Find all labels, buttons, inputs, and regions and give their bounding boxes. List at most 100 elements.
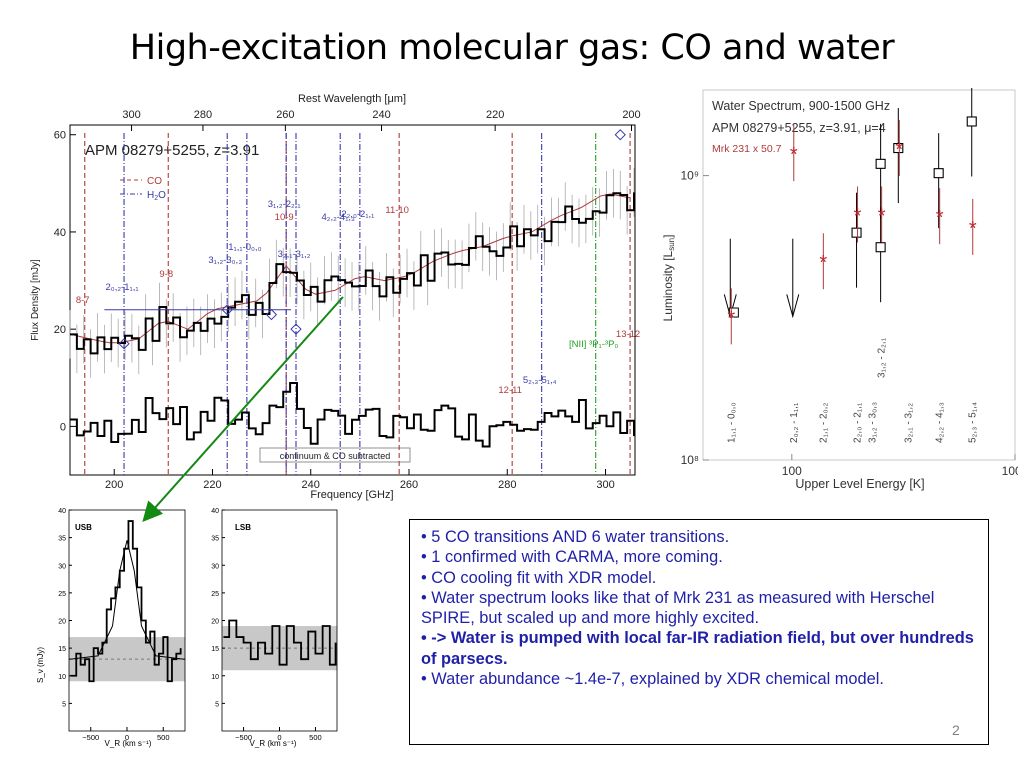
top-tick-label: 280 (194, 109, 212, 121)
x-tick-label: 0 (277, 733, 281, 742)
x-tick-label: −500 (82, 733, 99, 742)
y-tick-label: 35 (58, 536, 66, 543)
line-marker-label: 3₁,₂-2₂,₁ (268, 199, 301, 210)
usb-plot: −500 0 500 5 10 15 20 25 30 35 40 (58, 508, 186, 742)
x-tick-label: 260 (400, 479, 418, 491)
water-y-axis-label: Luminosity [Lsun] (661, 235, 676, 322)
top-tick-label: 200 (622, 109, 640, 121)
top-tick-label: 300 (122, 109, 140, 121)
y-tick-label: 10 (58, 674, 66, 681)
panel-frame (68, 509, 186, 732)
upper-limit-arrowhead (786, 294, 800, 319)
top-axis-label: Rest Wavelength [μm] (298, 93, 406, 105)
top-tick-label: 260 (276, 109, 294, 121)
line-marker-label: 3₂,₁-3₁,₂ (278, 249, 311, 260)
line-marker-label: 13-12 (616, 329, 640, 340)
water-transition-label: 2₀,₂ - 1₁,₁ (789, 402, 800, 443)
y-tick-label: 35 (211, 536, 219, 543)
bullet-6: • Water abundance ~1.4e-7, explained by … (421, 670, 884, 689)
velocity-spectrum-line (223, 619, 337, 666)
x-tick-label: 300 (596, 479, 614, 491)
x-axis-label: Frequency [GHz] (310, 489, 393, 501)
y-tick-label: 30 (211, 563, 219, 570)
y-tick-label: 15 (211, 646, 219, 653)
water-spectrum-chart: Water Spectrum, 900-1500 GHz APM 08279+5… (660, 81, 1024, 495)
y-tick-label: 25 (58, 591, 66, 598)
y-tick-label: 10 (211, 674, 219, 681)
line-marker-label: 9-8 (159, 269, 173, 280)
water-transition-label: 4₂,₂ - 4₁,₃ (935, 402, 946, 443)
lsb-svg: LSB V_R (km s⁻¹) −500 0 500 5 10 15 20 25 30 35 40 (211, 508, 338, 748)
bullet-2: • 1 confirmed with CARMA, more coming. (421, 548, 723, 567)
lsb-plot: −500 0 500 5 10 15 20 25 30 35 40 (211, 508, 338, 742)
apm-point (933, 168, 944, 179)
x-tick-label: 0 (125, 733, 129, 742)
summary-bullets: • 5 CO transitions AND 6 water transitio… (409, 519, 989, 745)
top-tick-label: 240 (372, 109, 390, 121)
usb-x-axis-label: V_R (km s⁻¹) (105, 739, 152, 748)
y-tick-label: 15 (58, 646, 66, 653)
top-tick-label: 220 (486, 109, 504, 121)
lsb-velocity-chart: LSB V_R (km s⁻¹) −500 0 500 5 10 15 20 25 30 35 40 (195, 505, 342, 752)
water-y-tick-label: 10⁹ (681, 169, 700, 183)
slide-title: High-excitation molecular gas: CO and wa… (129, 28, 895, 68)
water-subtitle: APM 08279+5255, z=3.91, μ=4 (712, 121, 886, 135)
mrk231-point: * (969, 218, 977, 240)
line-marker-label: 2₂,₀-2₁,₁ (341, 209, 374, 220)
carma-diamond (614, 129, 626, 141)
bullet-4: • Water spectrum looks like that of Mrk … (421, 588, 935, 628)
page-number: 2 (952, 722, 960, 738)
line-marker-label: 12-11 (498, 385, 522, 396)
velocity-spectrum-line (70, 520, 182, 683)
y-tick-label: 40 (211, 508, 219, 515)
apm-point (875, 242, 886, 253)
water-transition-label: 5₂,₃ - 5₁,₄ (968, 402, 979, 443)
usb-y-axis-label: S_ν (mJy) (36, 647, 45, 683)
water-x-tick-label: 100 (782, 464, 802, 478)
plot-frame (69, 124, 636, 476)
line-marker-label: [NII] ³P₁-³P₀ (569, 339, 618, 350)
y-tick-label: 60 (54, 130, 66, 142)
x-tick-label: 220 (203, 479, 221, 491)
bullet-3: • CO cooling fit with XDR model. (421, 568, 657, 587)
x-tick-label: 500 (309, 733, 322, 742)
water-x-tick-label: 1000 (1002, 464, 1018, 478)
mrk231-label: Mrk 231 x 50.7 (712, 143, 782, 155)
bullet-1: • 5 CO transitions AND 6 water transitio… (421, 528, 730, 546)
x-tick-label: 500 (157, 733, 170, 742)
line-marker-label: 4₂,₂-4₁,₃ (321, 212, 355, 223)
water-plot-frame (702, 89, 1016, 461)
y-tick-label: 25 (211, 591, 219, 598)
line-marker-label: 11-10 (385, 205, 409, 216)
legend-h2o-label: H2O (147, 190, 166, 202)
lsb-x-axis-label: V_R (km s⁻¹) (250, 739, 297, 748)
co-water-spectrum-chart: APM 08279+5255, z=3.91 Rest Wavelength [… (30, 90, 645, 505)
residual-line (70, 381, 636, 448)
water-transition-label: 2₂,₀ - 2₁,₁ (853, 402, 864, 443)
panel-frame (221, 509, 338, 732)
mrk231-point: * (878, 205, 886, 227)
legend-co-label: CO (147, 176, 162, 187)
line-marker-label: 2₀,₂-1₁,₁ (106, 282, 139, 293)
co-water-spectrum-svg: APM 08279+5255, z=3.91 Rest Wavelength [… (30, 93, 641, 501)
x-tick-label: −500 (235, 733, 252, 742)
water-spectrum-svg: Water Spectrum, 900-1500 GHz APM 08279+5… (661, 81, 1024, 491)
mrk231-point: * (727, 307, 735, 329)
line-marker-label: 10-9 (275, 212, 294, 223)
y-tick-label: 0 (60, 421, 66, 433)
apm-point (893, 142, 904, 154)
apm-point (875, 158, 886, 169)
line-marker-label: 8-7 (76, 295, 90, 306)
y-tick-label: 20 (58, 619, 66, 626)
usb-svg: USB V_R (km s⁻¹) S_ν (mJy) −500 0 500 5 10 15… (36, 508, 186, 748)
gaussian-fit-line (69, 540, 185, 660)
water-transition-label: 3₂,₁ - 3₁,₂ (903, 403, 914, 443)
water-x-axis-label: Upper Level Energy [K] (795, 477, 924, 491)
x-tick-label: 280 (498, 479, 516, 491)
bullet-5: • -> Water is pumped with local far-IR r… (421, 629, 974, 668)
water-transition-label: 3₁,₂ - 2₂,₁ (877, 337, 888, 378)
usb-title: USB (75, 523, 92, 532)
mrk231-point: * (895, 139, 903, 161)
water-transition-label: 3₁,₂ - 3₀,₃ (868, 402, 879, 443)
y-tick-label: 20 (211, 619, 219, 626)
